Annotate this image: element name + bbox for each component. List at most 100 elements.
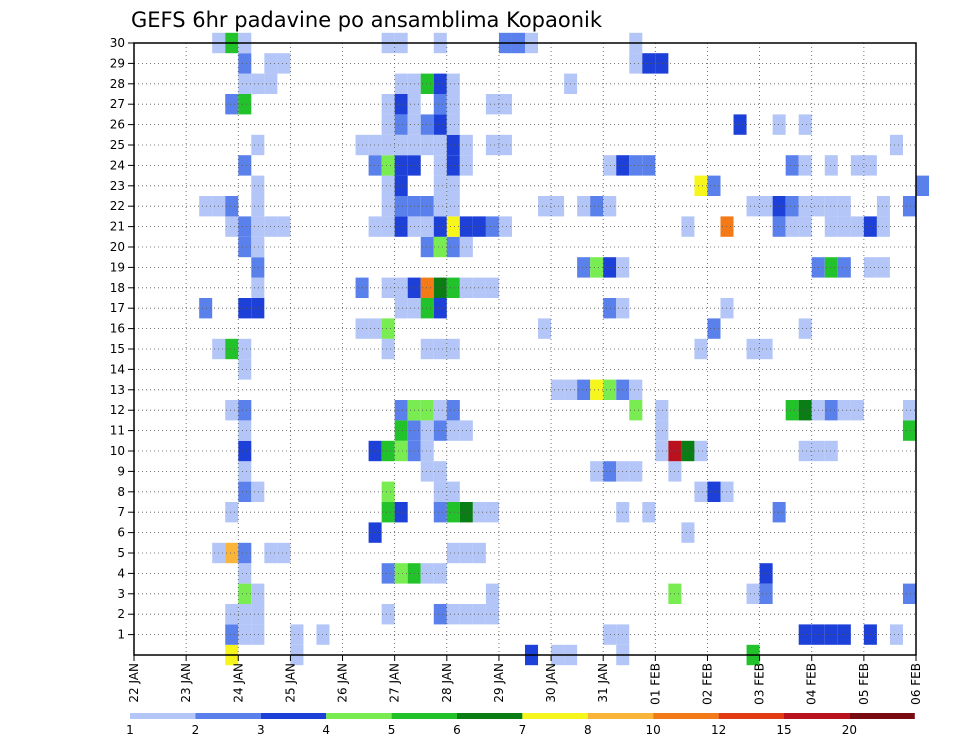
legend-label: 5 (388, 723, 396, 737)
heatmap-cell (485, 277, 499, 298)
heatmap-cell (798, 114, 812, 135)
heatmap-cell (394, 298, 408, 319)
heatmap-cell (876, 196, 890, 217)
heatmap-cell (837, 400, 851, 421)
heatmap-cell (433, 216, 447, 237)
y-tick-label: 10 (110, 444, 125, 458)
heatmap-cell (681, 440, 695, 462)
heatmap-cell (824, 440, 838, 462)
heatmap-cell (381, 604, 395, 625)
heatmap-cell (485, 604, 499, 625)
chart-title: GEFS 6hr padavine po ansamblima Kopaonik (131, 8, 603, 32)
heatmap-cell (277, 216, 291, 237)
heatmap-cell (381, 502, 395, 523)
heatmap-cell (603, 257, 617, 278)
heatmap-cell (472, 604, 486, 625)
heatmap-cell (433, 481, 447, 502)
legend-label: 4 (322, 723, 330, 737)
heatmap-cell (433, 94, 447, 115)
legend-color-swatch (784, 713, 850, 719)
heatmap-cell (277, 53, 291, 74)
heatmap-cell (225, 338, 239, 360)
heatmap-cell (368, 155, 382, 176)
heatmap-cell (785, 216, 799, 237)
x-tick-label: 06 FEB (909, 663, 923, 705)
heatmap-cell (381, 175, 395, 196)
heatmap-cell (446, 216, 460, 237)
heatmap-cell (707, 318, 721, 339)
heatmap-cell (238, 461, 252, 482)
heatmap-cell (225, 624, 239, 645)
heatmap-cell (902, 400, 916, 421)
heatmap-cell (551, 379, 565, 400)
legend-color-swatch (130, 713, 196, 719)
heatmap-cell (394, 400, 408, 421)
heatmap-cell (446, 604, 460, 625)
y-tick-label: 24 (110, 158, 125, 172)
x-tick-label: 04 FEB (805, 663, 819, 705)
heatmap-cell (251, 277, 265, 298)
heatmap-cell (694, 175, 708, 196)
heatmap-cell (824, 155, 838, 176)
heatmap-cell (238, 583, 252, 604)
y-tick-label: 7 (117, 505, 125, 519)
legend-color-swatch (195, 713, 261, 719)
heatmap-cell (629, 155, 643, 176)
heatmap-cell (485, 134, 499, 156)
y-tick-label: 13 (110, 383, 125, 397)
heatmap-cell (238, 155, 252, 176)
heatmap-cell (902, 583, 916, 604)
legend-color-swatch (457, 713, 523, 719)
heatmap-cell (629, 400, 643, 421)
y-tick-label: 25 (110, 138, 125, 152)
heatmap-cell (837, 196, 851, 217)
x-tick-label: 01 FEB (648, 663, 662, 705)
heatmap-cell (629, 379, 643, 400)
y-tick-label: 26 (110, 118, 125, 132)
heatmap-cell (433, 277, 447, 298)
heatmap-cell (642, 53, 656, 74)
heatmap-cell (642, 155, 656, 176)
heatmap-cell (655, 440, 669, 462)
heatmap-cell (420, 461, 434, 482)
heatmap-cell (238, 94, 252, 115)
heatmap-cell (746, 583, 760, 604)
heatmap-cell (694, 338, 708, 360)
heatmap-cell (381, 94, 395, 115)
heatmap-cell (485, 502, 499, 523)
heatmap-cell (694, 440, 708, 462)
legend-label: 8 (584, 723, 592, 737)
y-tick-label: 12 (110, 403, 125, 417)
heatmap-cell (277, 542, 291, 564)
heatmap-cell (772, 196, 786, 217)
heatmap-cell (798, 624, 812, 645)
heatmap-cell (772, 216, 786, 237)
legend-label: 6 (453, 723, 461, 737)
heatmap-cell (798, 318, 812, 339)
heatmap-cell (238, 400, 252, 421)
heatmap-cell (772, 114, 786, 135)
heatmap-cell (603, 298, 617, 319)
y-tick-label: 23 (110, 179, 125, 193)
heatmap-cell (381, 114, 395, 135)
heatmap-cell (251, 257, 265, 278)
heatmap-cell (798, 400, 812, 421)
x-tick-label: 02 FEB (700, 663, 714, 705)
x-axis-ticks: 22 JAN 23 JAN 24 JAN 25 JAN 26 JAN 27 JAN 28 J… (127, 655, 923, 705)
legend-color-swatch (391, 713, 457, 719)
heatmap-cell (798, 196, 812, 217)
heatmap-cell (238, 236, 252, 258)
y-tick-label: 27 (110, 97, 125, 111)
heatmap-cell (251, 604, 265, 625)
heatmap-cell (420, 420, 434, 441)
heatmap-cell (446, 481, 460, 502)
heatmap-cell (238, 338, 252, 360)
heatmap-cell (251, 481, 265, 502)
x-tick-label: 31 JAN (596, 663, 610, 703)
x-tick-label: 05 FEB (857, 663, 871, 705)
legend-label: 10 (646, 723, 661, 737)
y-tick-label: 17 (110, 301, 125, 315)
legend-label: 15 (776, 723, 791, 737)
heatmap-cell (225, 400, 239, 421)
heatmap-cell (446, 338, 460, 360)
